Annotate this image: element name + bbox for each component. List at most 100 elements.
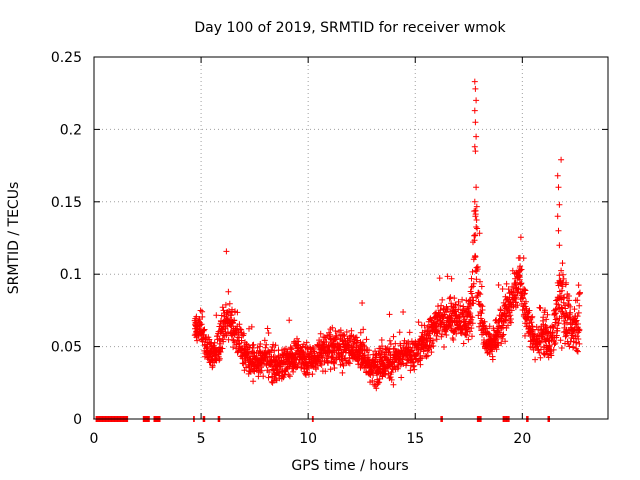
data-point	[386, 337, 393, 344]
data-point	[448, 275, 455, 282]
data-point	[407, 367, 414, 374]
data-point	[193, 313, 200, 320]
data-point	[260, 373, 267, 380]
data-point	[529, 313, 536, 320]
data-point	[258, 367, 265, 374]
data-point	[222, 301, 229, 308]
data-point	[480, 322, 487, 329]
data-point	[566, 297, 572, 304]
data-point	[430, 337, 437, 344]
data-point	[231, 317, 238, 324]
x-tick-label: 20	[513, 431, 531, 447]
data-point	[517, 267, 524, 274]
data-point	[262, 344, 269, 351]
data-point	[523, 298, 529, 305]
data-point	[460, 313, 467, 320]
data-point	[317, 330, 324, 337]
data-point	[225, 288, 232, 295]
data-point	[435, 327, 442, 334]
data-point	[471, 78, 478, 85]
data-point	[497, 307, 504, 314]
data-point	[198, 321, 205, 328]
data-point	[211, 339, 218, 346]
data-point	[472, 119, 479, 126]
data-point	[396, 329, 403, 336]
data-point	[543, 316, 550, 323]
data-point	[470, 283, 476, 290]
data-point	[430, 343, 437, 349]
data-point	[466, 305, 473, 312]
data-point	[400, 361, 407, 367]
plot-frame	[93, 56, 609, 420]
data-point	[442, 328, 449, 335]
data-point	[265, 330, 272, 336]
data-point	[272, 342, 279, 349]
data-point	[519, 295, 526, 302]
data-point	[498, 340, 505, 347]
data-point	[263, 341, 270, 348]
data-point	[325, 360, 331, 366]
data-point	[470, 280, 477, 287]
data-point	[248, 323, 255, 330]
data-point	[286, 317, 293, 324]
data-point	[421, 322, 428, 329]
data-point	[575, 309, 582, 316]
x-tick-label: 5	[197, 431, 206, 447]
data-point	[514, 302, 521, 309]
data-point	[486, 323, 493, 330]
data-point	[216, 357, 223, 364]
data-point	[370, 372, 377, 379]
data-point	[363, 336, 370, 343]
data-point	[424, 352, 431, 359]
data-point	[216, 355, 223, 362]
y-tick-label: 0.2	[60, 122, 82, 138]
data-point	[270, 366, 277, 373]
data-point	[573, 317, 580, 324]
data-point	[452, 307, 459, 314]
data-point	[428, 349, 435, 356]
data-point	[340, 331, 347, 338]
data-point	[558, 267, 565, 274]
data-point	[536, 332, 542, 339]
data-point	[261, 337, 268, 344]
data-point	[473, 97, 480, 104]
data-point	[250, 341, 257, 348]
data-point	[376, 379, 383, 386]
data-point	[433, 336, 440, 343]
data-point	[397, 342, 404, 349]
data-point	[483, 325, 490, 332]
data-point	[528, 314, 535, 321]
data-point	[400, 309, 407, 315]
data-point	[518, 266, 525, 273]
data-point	[489, 356, 496, 363]
data-point	[477, 291, 484, 298]
data-point	[464, 324, 471, 331]
data-point	[508, 307, 515, 314]
data-point	[505, 322, 511, 329]
data-point	[197, 321, 204, 328]
data-point	[466, 328, 473, 335]
data-point	[436, 275, 443, 282]
data-point	[481, 318, 488, 325]
data-point	[234, 349, 241, 356]
data-point	[220, 338, 227, 345]
data-point	[573, 339, 580, 346]
data-point	[517, 234, 524, 241]
data-point	[285, 371, 292, 378]
data-point	[455, 298, 462, 305]
data-point	[375, 350, 382, 357]
data-point	[505, 286, 512, 293]
data-point	[268, 347, 275, 353]
data-point	[558, 287, 565, 294]
data-point	[340, 362, 347, 369]
data-point	[471, 107, 478, 114]
data-point	[468, 325, 475, 332]
data-point	[197, 307, 204, 314]
data-point	[574, 347, 580, 354]
data-point	[294, 363, 301, 370]
data-point	[457, 302, 464, 309]
data-point	[576, 340, 583, 347]
data-point	[469, 320, 476, 327]
data-point	[201, 326, 208, 333]
